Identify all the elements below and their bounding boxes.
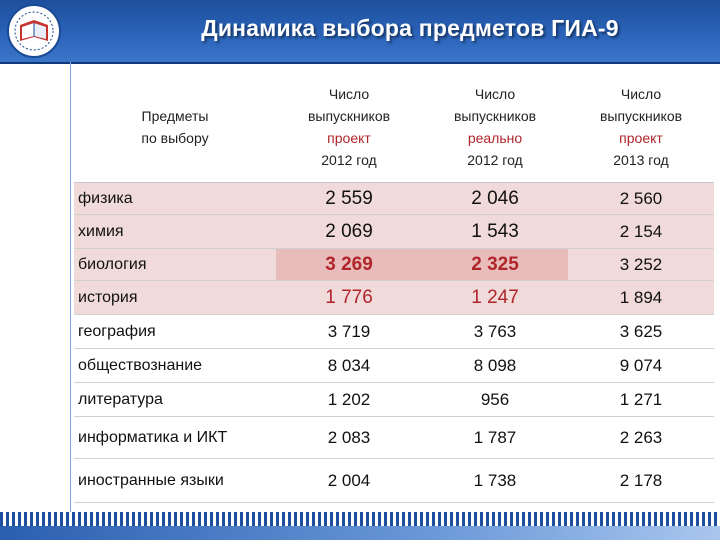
header-line: Число [328,86,370,102]
header-subjects: Предметы по выбору [74,72,276,183]
subject-cell: иностранные языки [74,458,276,503]
value-cell: 9 074 [568,348,714,383]
header-line: реально [467,130,523,146]
value-cell: 3 269 [276,248,422,281]
value-cell: 2 154 [568,214,714,249]
value-cell: 1 247 [422,280,568,315]
page-title: Динамика выбора предметов ГИА-9 [201,15,619,41]
subject-cell: информатика и ИКТ [74,416,276,459]
value-cell: 2 178 [568,458,714,503]
value-cell: 2 263 [568,416,714,459]
value-cell: 1 787 [422,416,568,459]
value-cell: 1 738 [422,458,568,503]
value-cell: 1 776 [276,280,422,315]
value-cell: 2 046 [422,182,568,215]
subject-cell: история [74,280,276,315]
header-line: выпускников [599,108,683,124]
book-emblem-icon [4,3,64,59]
value-cell: 2 004 [276,458,422,503]
header-line: 2013 год [613,152,669,168]
header-line: выпускников [307,108,391,124]
value-cell: 3 763 [422,314,568,349]
subject-cell: литература [74,382,276,417]
table-row: география 3 719 3 763 3 625 [74,314,714,349]
value-cell: 8 098 [422,348,568,383]
value-cell: 2 560 [568,182,714,215]
divider-line [70,62,71,522]
table-row: иностранные языки 2 004 1 738 2 178 [74,458,714,503]
subject-cell: обществознание [74,348,276,383]
value-cell: 2 069 [276,214,422,249]
value-cell: 3 625 [568,314,714,349]
table-header-row: Предметы по выбору Число выпускников про… [74,72,714,183]
value-cell: 2 083 [276,416,422,459]
header-line: Число [620,86,662,102]
subjects-table: Предметы по выбору Число выпускников про… [74,72,714,503]
value-cell: 956 [422,382,568,417]
table-row: литература 1 202 956 1 271 [74,382,714,417]
value-cell: 8 034 [276,348,422,383]
header-line: Предметы [141,108,209,124]
table-row: обществознание 8 034 8 098 9 074 [74,348,714,383]
subject-cell: биология [74,248,276,281]
value-cell: 2 559 [276,182,422,215]
table-row: биология 3 269 2 325 3 252 [74,248,714,281]
footer-bar [0,526,720,540]
value-cell: 3 252 [568,248,714,281]
table-row: химия 2 069 1 543 2 154 [74,214,714,249]
subject-cell: химия [74,214,276,249]
subject-cell: география [74,314,276,349]
table-row: история 1 776 1 247 1 894 [74,280,714,315]
header-project-2012: Число выпускников проект 2012 год [276,72,422,183]
header-line: проект [327,130,371,146]
value-cell: 1 271 [568,382,714,417]
value-cell: 3 719 [276,314,422,349]
header-project-2013: Число выпускников проект 2013 год [568,72,714,183]
header-line: 2012 год [467,152,523,168]
value-cell: 1 202 [276,382,422,417]
header-line: выпускников [453,108,537,124]
value-cell: 1 543 [422,214,568,249]
header-line: 2012 год [321,152,377,168]
table-row: информатика и ИКТ 2 083 1 787 2 263 [74,416,714,459]
value-cell: 1 894 [568,280,714,315]
header-line: по выбору [141,130,209,146]
header-actual-2012: Число выпускников реально 2012 год [422,72,568,183]
subject-cell: физика [74,182,276,215]
header-line: Число [474,86,516,102]
value-cell: 2 325 [422,248,568,281]
header-bar: Динамика выбора предметов ГИА-9 [0,0,720,64]
header-line: проект [619,130,663,146]
table-row: физика 2 559 2 046 2 560 [74,182,714,215]
